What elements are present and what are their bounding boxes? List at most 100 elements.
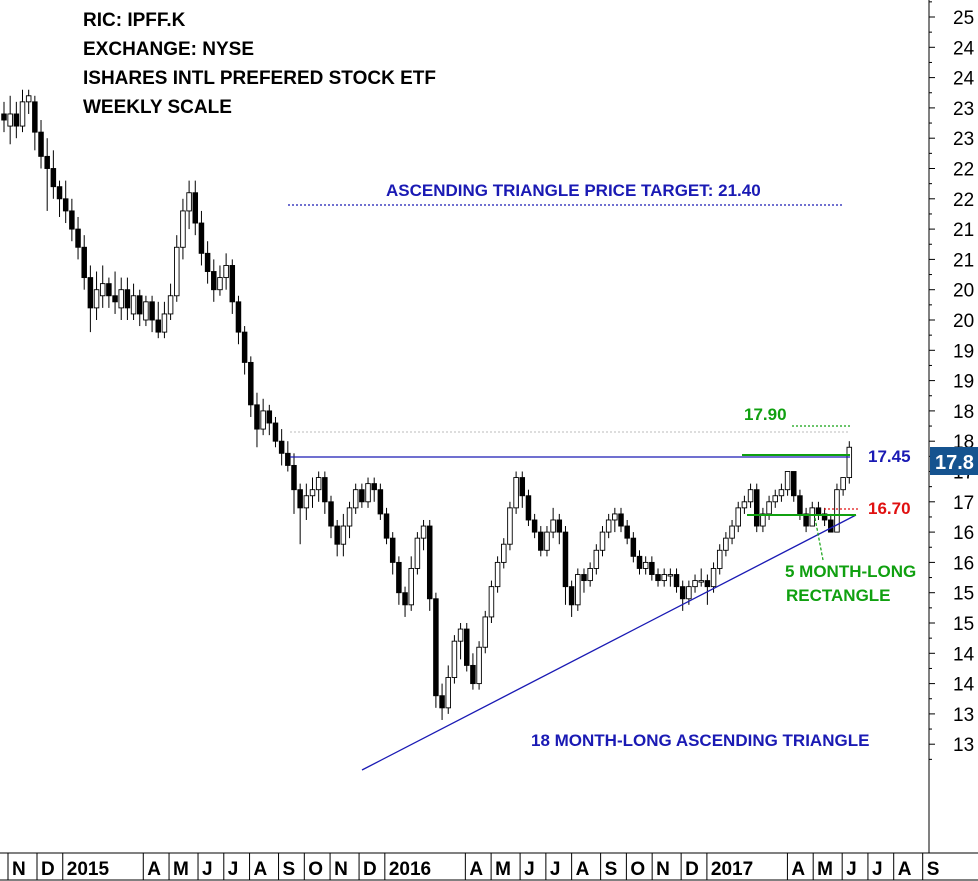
x-tick-label: D — [685, 859, 699, 880]
candle — [624, 519, 630, 545]
candle — [513, 471, 519, 514]
y-tick-label: 21 — [953, 250, 974, 271]
y-tick-label: 19 — [953, 341, 974, 362]
candle — [501, 538, 507, 569]
candle — [396, 556, 402, 605]
candle — [149, 295, 155, 333]
candle — [593, 544, 600, 575]
candle — [729, 519, 735, 545]
candle — [735, 501, 741, 533]
candle — [618, 507, 624, 533]
x-tick-label: J — [524, 859, 535, 880]
candle — [791, 471, 797, 502]
candle — [328, 495, 334, 539]
x-tick-label: A — [576, 859, 590, 880]
candle — [426, 519, 433, 611]
x-tick-label: A — [254, 859, 268, 880]
y-tick-label: 19 — [953, 372, 974, 393]
candle — [192, 180, 199, 236]
candle — [93, 271, 100, 320]
candle — [784, 471, 791, 496]
candle — [13, 101, 20, 139]
candle — [106, 277, 112, 308]
candle — [143, 295, 149, 327]
candle — [642, 556, 649, 575]
candle — [217, 265, 223, 296]
candle — [581, 568, 587, 593]
candle — [389, 532, 396, 575]
rectangle-label-line1: 5 MONTH-LONG — [785, 562, 916, 581]
candle — [636, 550, 643, 575]
y-tick-label: 14 — [953, 644, 975, 665]
candle — [538, 526, 544, 557]
candle — [612, 507, 618, 533]
x-tick-label: N — [12, 859, 26, 880]
candle — [772, 489, 779, 508]
x-tick-label: S — [283, 859, 296, 880]
candle — [235, 295, 242, 345]
candle — [704, 574, 711, 605]
candle — [241, 326, 248, 375]
candle — [180, 198, 186, 260]
candle — [556, 513, 563, 545]
x-tick-label: A — [898, 859, 912, 880]
candle — [352, 483, 359, 514]
candle — [778, 483, 785, 502]
y-tick-label: 25 — [953, 8, 974, 29]
rectangle-callout-line — [814, 517, 824, 561]
candle — [124, 277, 131, 320]
candle — [445, 665, 451, 714]
candle — [673, 568, 680, 593]
x-tick-label: J — [846, 859, 857, 880]
candle — [809, 501, 816, 527]
y-tick-label: 22 — [953, 160, 974, 181]
candle — [846, 441, 853, 484]
x-axis-ticks: N D 2015 A M J J A S O N D 2016 A M J J A S O N D 2017 A M J J A S — [7, 853, 939, 880]
x-tick-label: M — [817, 859, 833, 880]
y-tick-label: 24 — [953, 69, 975, 90]
candle — [118, 277, 124, 320]
candle — [753, 483, 760, 533]
candle — [661, 568, 667, 587]
candle — [815, 501, 822, 520]
y-tick-label: 16 — [953, 553, 974, 574]
candle — [112, 271, 118, 314]
candle — [211, 259, 217, 302]
candle — [303, 483, 310, 520]
candle — [260, 398, 266, 436]
candle — [297, 483, 303, 545]
candle — [408, 556, 414, 611]
candle — [457, 623, 464, 660]
candle — [322, 471, 328, 514]
candle — [130, 283, 137, 320]
y-tick-label: 20 — [953, 281, 974, 302]
candle — [679, 580, 686, 611]
candle — [87, 265, 94, 333]
candle — [254, 392, 260, 448]
y-tick-label: 20 — [953, 311, 974, 332]
candle — [198, 210, 205, 266]
candle — [32, 95, 38, 151]
candle — [174, 235, 180, 302]
candle — [710, 562, 717, 593]
candle — [334, 519, 340, 557]
candle — [50, 150, 57, 199]
candle — [568, 580, 575, 617]
candle — [285, 441, 291, 472]
y-tick-label: 16 — [953, 523, 974, 544]
candle — [451, 635, 458, 684]
candle — [828, 513, 834, 533]
x-tick-label: D — [363, 859, 377, 880]
candle — [414, 532, 421, 575]
y-tick-label: 15 — [953, 614, 974, 635]
candle — [278, 429, 285, 466]
y-tick-label: 14 — [953, 675, 975, 696]
candle — [315, 471, 322, 502]
candle — [272, 416, 279, 448]
candlestick-series — [1, 89, 853, 720]
candle — [62, 180, 69, 224]
candle — [25, 89, 32, 114]
candle — [204, 241, 211, 284]
x-tick-label: A — [469, 859, 483, 880]
